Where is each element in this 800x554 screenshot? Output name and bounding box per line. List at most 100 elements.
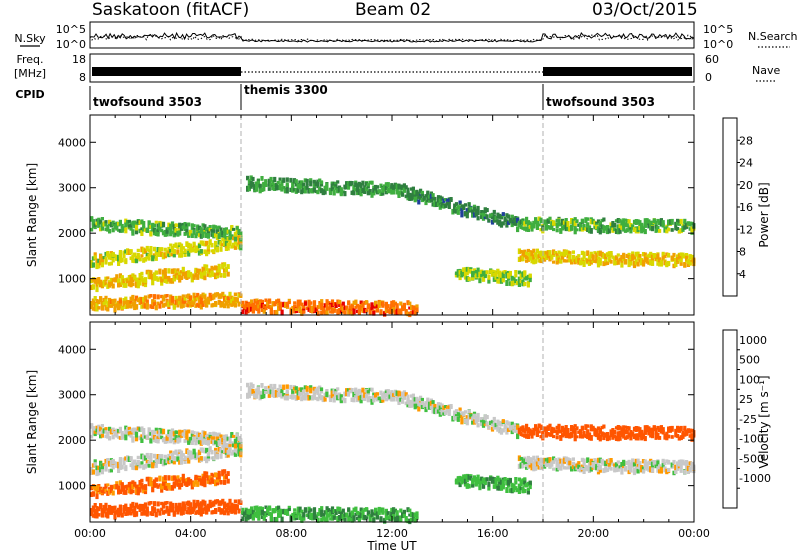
power-colorbar-tick-label: 24 <box>739 157 753 170</box>
power-echo-cell <box>384 190 388 195</box>
power-echo-cell <box>623 222 628 227</box>
power-echo-cell <box>142 305 146 309</box>
power-echo-cell <box>120 275 124 281</box>
power-echo-cell <box>375 185 379 189</box>
power-echo-cell <box>237 238 241 245</box>
power-ylabel: Slant Range [km] <box>25 163 39 267</box>
velocity-echo-cell <box>233 438 237 445</box>
power-echo-cell <box>179 223 184 227</box>
power-echo-cell <box>134 255 139 260</box>
power-echo-cell <box>117 278 121 283</box>
velocity-echo-cell <box>176 482 180 487</box>
power-echo-cell <box>309 180 313 187</box>
power-echo-cell <box>487 218 491 223</box>
power-echo-cell <box>640 222 644 226</box>
velocity-echo-cell <box>205 474 209 478</box>
velocity-echo-cell <box>318 385 322 389</box>
velocity-echo-cell <box>465 419 469 426</box>
power-echo-cell <box>183 271 187 278</box>
power-echo-cell <box>223 273 227 277</box>
velocity-echo-cell <box>544 458 548 462</box>
power-echo-cell <box>623 259 628 265</box>
power-echo-cell <box>485 214 489 220</box>
power-echo-cell <box>566 259 570 263</box>
velocity-echo-cell <box>383 391 387 397</box>
velocity-echo-cell <box>104 489 108 493</box>
velocity-echo-cell <box>95 506 99 511</box>
velocity-echo-cell <box>573 427 577 434</box>
power-echo-cell <box>422 196 426 201</box>
power-echo-cell <box>463 203 468 207</box>
velocity-echo-cell <box>99 461 103 466</box>
velocity-echo-cell <box>199 434 203 439</box>
power-echo-cell <box>368 307 372 312</box>
velocity-echo-cell <box>176 510 180 515</box>
power-echo-cell <box>183 297 187 302</box>
velocity-echo-cell <box>483 414 487 421</box>
velocity-echo-cell <box>564 428 568 434</box>
power-echo-cell <box>596 226 601 233</box>
power-echo-cell <box>228 237 232 242</box>
velocity-echo-cell <box>528 432 532 436</box>
power-echo-cell <box>627 262 631 268</box>
power-echo-cell <box>318 303 322 309</box>
velocity-echo-cell <box>152 483 157 487</box>
power-echo-cell <box>109 261 113 266</box>
velocity-echo-cell <box>176 475 180 479</box>
velocity-echo-cell <box>496 475 500 482</box>
beam-label: Beam 02 <box>355 0 432 20</box>
velocity-echo-cell <box>185 448 189 454</box>
power-echo-cell <box>122 300 126 307</box>
plot-title: Saskatoon (fitACF) <box>92 0 250 20</box>
velocity-echo-cell <box>134 436 139 442</box>
velocity-echo-cell <box>336 515 340 522</box>
velocity-echo-cell <box>129 486 133 491</box>
freq-label-2: [MHz] <box>14 67 46 80</box>
power-echo-cell <box>133 302 137 309</box>
power-echo-cell <box>192 301 196 305</box>
power-echo-cell <box>208 268 212 273</box>
velocity-echo-cell <box>230 432 234 438</box>
velocity-echo-cell <box>91 469 95 475</box>
power-echo-cell <box>440 204 444 208</box>
velocity-echo-cell <box>498 426 502 431</box>
velocity-echo-cell <box>183 455 187 461</box>
velocity-echo-cell <box>375 392 379 396</box>
velocity-echo-cell <box>133 431 137 436</box>
power-echo-cell <box>458 275 462 281</box>
power-echo-cell <box>158 268 162 272</box>
power-echo-cell <box>224 227 228 232</box>
power-echo-cell <box>523 281 527 287</box>
velocity-echo-cell <box>654 434 658 440</box>
velocity-echo-cell <box>181 478 185 484</box>
velocity-echo-cell <box>260 383 264 388</box>
velocity-echo-cell <box>136 505 140 510</box>
power-echo-cell <box>498 270 502 275</box>
velocity-echo-cell <box>215 455 219 460</box>
power-echo-cell <box>384 301 388 306</box>
power-echo-cell <box>136 248 140 253</box>
velocity-echo-cell <box>618 430 622 436</box>
power-echo-cell <box>312 304 317 308</box>
power-echo-cell <box>185 294 189 298</box>
velocity-echo-cell <box>613 466 617 473</box>
power-echo-cell <box>667 252 671 258</box>
velocity-echo-cell <box>514 423 518 428</box>
velocity-echo-cell <box>305 393 309 397</box>
power-echo-cell <box>178 277 182 283</box>
power-echo-cell <box>203 275 207 281</box>
velocity-echo-cell <box>203 431 207 438</box>
velocity-echo-cell <box>631 431 635 437</box>
power-echo-cell <box>246 307 250 313</box>
velocity-echo-cell <box>183 504 187 509</box>
velocity-echo-cell <box>108 487 112 491</box>
velocity-echo-cell <box>345 512 349 518</box>
velocity-echo-cell <box>269 516 273 522</box>
power-echo-cell <box>185 226 189 231</box>
velocity-echo-cell <box>526 455 530 460</box>
velocity-echo-cell <box>223 435 227 440</box>
velocity-echo-cell <box>676 464 680 470</box>
power-echo-cell <box>526 281 530 288</box>
power-echo-cell <box>339 304 344 311</box>
power-echo-cell <box>188 301 193 307</box>
